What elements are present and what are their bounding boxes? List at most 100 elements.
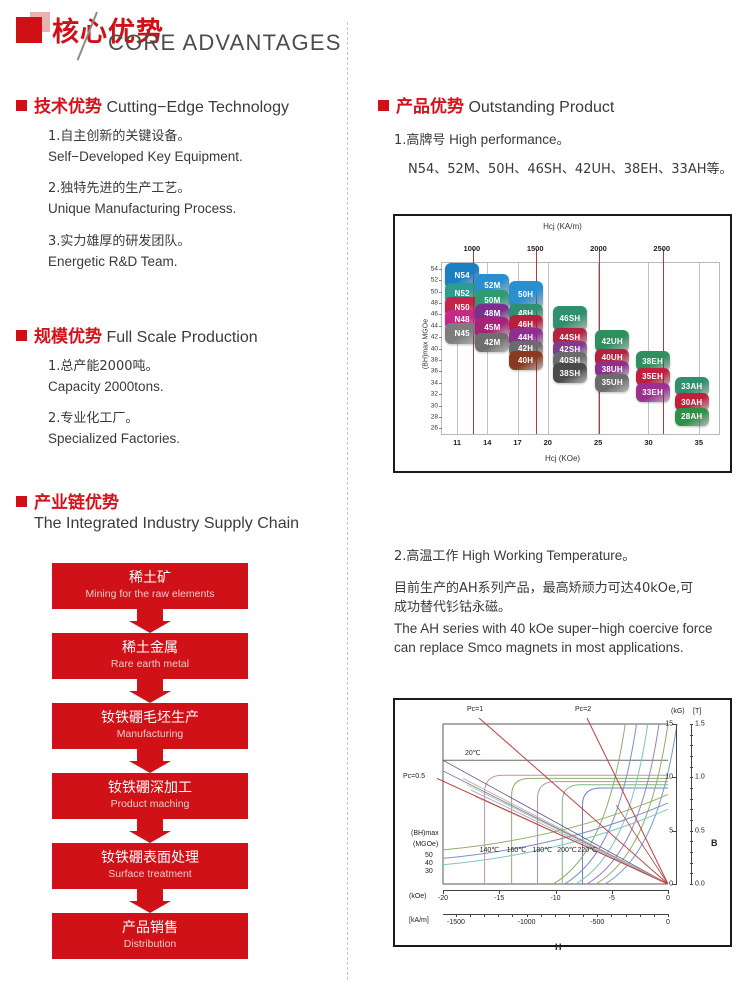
scale-items: 1.总产能2000吨。 Capacity 2000tons. 2.专业化工厂。 … [48, 358, 338, 463]
chart2-kam-tick [668, 914, 669, 917]
chart2-koe-tick [499, 890, 501, 894]
chart1-grade-box: N45 [445, 322, 480, 344]
section-heading-supply-chain: 产业链优势 The Integrated Industry Supply Cha… [16, 488, 299, 533]
product-item-2: 2.高温工作 High Working Temperature。 目前生产的AH… [394, 546, 734, 658]
chart2-kam-tick [484, 914, 486, 917]
chart2-kg-scale: 0 5 10 15 [665, 721, 677, 888]
item1-grades: N54、52M、50H、46SH、42UH、38EH、33AH等。 [408, 161, 733, 177]
chart2-kam-tick [455, 914, 457, 917]
chart2-kg-tick [672, 777, 677, 779]
item-en: Capacity 2000tons. [48, 378, 164, 394]
item1-cn: 1.高牌号 [394, 133, 446, 148]
flow-step-cn: 钕铁硼表面处理 [101, 850, 199, 867]
chart2-kg-tick-label: 15 [665, 720, 673, 728]
section-heading-cn: 产业链优势 [34, 493, 119, 513]
item-cn: 1.总产能2000吨。 [48, 359, 159, 374]
chart2-y-axis-label: B [711, 838, 718, 848]
chart2-minor-tick [690, 788, 693, 789]
chart2-kam-tick-label: 0 [666, 919, 670, 926]
item-cn: 2.专业化工厂。 [48, 411, 139, 427]
section-heading-cn: 技术优势 [34, 97, 102, 117]
chart2-tesla-tick-label: 1.0 [695, 773, 705, 781]
chart2-koe-tick [555, 890, 557, 894]
section-heading-product: 产品优势 Outstanding Product [378, 92, 614, 117]
section-heading-scale: 规模优势 Full Scale Production [16, 322, 258, 347]
chart1-top-axis-label: Hcj (KA/m) [543, 222, 582, 231]
chart2-kam-tick-label: -1000 [517, 919, 536, 926]
chart1-y-tick: 36 [430, 367, 438, 375]
chart2-kam-tick [597, 914, 599, 917]
chart2-koe-tick-label: -5 [608, 895, 615, 902]
chart2-temp-label-20: 20℃ [465, 750, 481, 758]
chart1-y-tickmark [439, 302, 442, 304]
list-item: 2.独特先进的生产工艺。 Unique Manufacturing Proces… [48, 180, 338, 218]
chart2-minor-tick [690, 862, 693, 864]
chart2-koe-tick [668, 890, 669, 894]
flow-step-cn: 钕铁硼毛坯生产 [101, 710, 199, 727]
chart1-y-tickmark [439, 405, 442, 407]
chart2-bhmax-value: 30 [425, 868, 433, 875]
flow-step-cn: 产品销售 [122, 920, 178, 937]
chart2-minor-tick [690, 734, 693, 736]
chart1-grade-box: 33AH [674, 377, 709, 397]
chart1-top-scale-line [662, 249, 664, 434]
chart1-y-tick: 52 [430, 276, 438, 284]
chart2-svg [436, 717, 678, 885]
chart2-kg-tick [672, 830, 677, 832]
section-heading-cn: 产品优势 [396, 97, 464, 117]
chart2-minor-tick [690, 756, 693, 757]
chart1-y-tick: 28 [430, 413, 438, 421]
flow-step: 稀土金属 Rare earth metal [52, 633, 248, 679]
chart2-kam-axis: -1500 -1000 -500 0 [443, 914, 670, 926]
bullet-icon [16, 330, 27, 341]
chart2-pc05-label: Pc=0.5 [403, 773, 425, 781]
chart2-minor-tick [690, 798, 693, 800]
logo-square [16, 17, 42, 43]
page-header: 核心优势 CORE ADVANTAGES [0, 0, 750, 78]
item-en: Unique Manufacturing Process. [48, 201, 237, 217]
flow-step: 钕铁硼毛坯生产 Manufacturing [52, 703, 248, 749]
chart2-kam-tick [498, 914, 500, 917]
bullet-icon [378, 100, 389, 111]
chart1-y-tick: 54 [430, 265, 438, 273]
chart1-y-tick: 44 [430, 322, 438, 330]
chart1-grade-box: 38SH [552, 363, 587, 383]
chart2-bhmax-label-2: (MGOe) [413, 841, 439, 849]
chart2-kam-tick [611, 914, 613, 917]
chart1-y-tick: 38 [430, 356, 438, 364]
chart2-kg-tick-label: 5 [669, 827, 673, 835]
chart1-y-tickmark [439, 416, 442, 418]
chart1-y-tickmark [439, 359, 442, 361]
chart1-x-tick: 11 [453, 438, 462, 447]
chart2-bhmax-value: 50 [425, 852, 433, 859]
item2-cn: 2.高温工作 [394, 549, 459, 564]
chart1-y-tick: 26 [430, 424, 438, 432]
chart1-grade-box: 38EH [635, 350, 670, 372]
chart1-y-tickmark [439, 314, 442, 316]
chart1-y-tickmark [439, 280, 442, 282]
chart2-temp-label: 220℃ [577, 846, 598, 854]
chart2-minor-tick [690, 777, 693, 779]
chart1-y-axis-label: (BH)max MGOe [422, 318, 430, 369]
chart1-y-tick: 48 [430, 299, 438, 307]
chart2-minor-tick [690, 884, 693, 885]
chart1-y-tickmark [439, 337, 442, 339]
list-item: 2.专业化工厂。 Specialized Factories. [48, 410, 338, 448]
chart1-y-tickmark [439, 325, 442, 327]
bullet-icon [16, 100, 27, 111]
chart2-tesla-scale: 0.0 0.5 1.0 1.5 [690, 721, 705, 888]
flow-step-en: Surface treatment [108, 868, 192, 881]
list-item: 3.实力雄厚的研发团队。 Energetic R&D Team. [48, 233, 338, 271]
chart1-top-tick: 2500 [653, 244, 671, 253]
chart1-x-tick: 17 [513, 438, 522, 447]
list-item: 1.总产能2000吨。 Capacity 2000tons. [48, 358, 338, 396]
chart2-minor-tick [690, 873, 693, 875]
flow-arrow-icon [52, 889, 248, 913]
chart1-grade-box: 33EH [635, 382, 670, 403]
item2-para-cn-1: 目前生产的AH系列产品，最高矫顽力可达40kOe,可 [394, 580, 694, 596]
chart1-gridline [698, 263, 700, 434]
column-divider [347, 22, 348, 980]
chart1-y-tickmark [439, 371, 442, 373]
chart2-y-unit-kg: (kG) [671, 708, 685, 715]
